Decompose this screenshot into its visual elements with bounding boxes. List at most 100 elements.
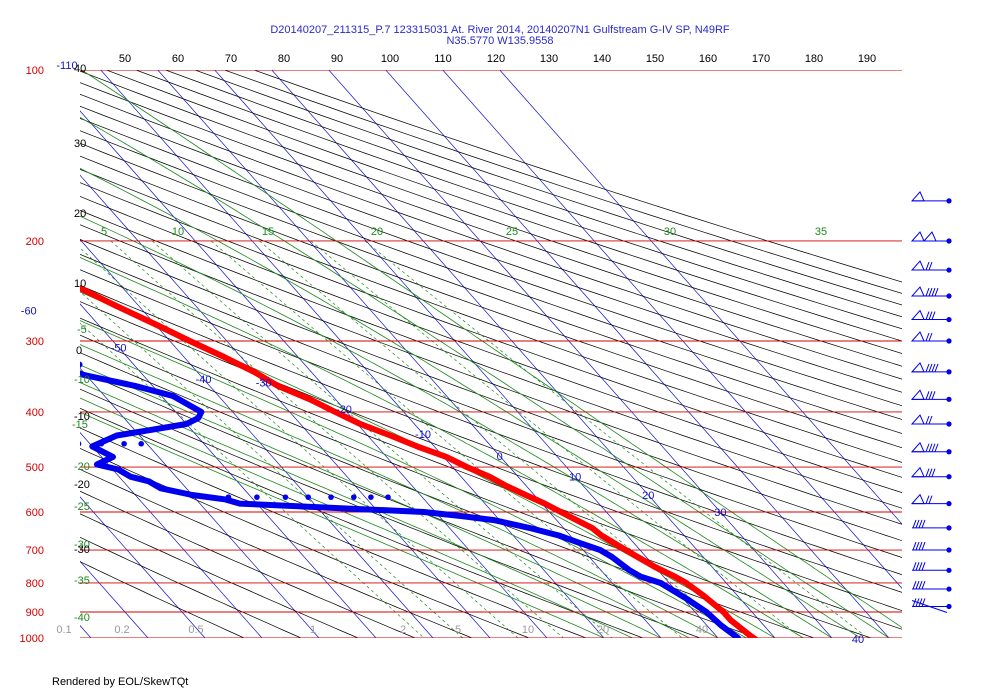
wind-barb-station xyxy=(946,293,952,299)
pressure-tick-label: 700 xyxy=(26,545,44,557)
wind-barb-station xyxy=(946,603,952,610)
wind-barb-pennant xyxy=(910,286,925,297)
wind-barb-station xyxy=(946,338,952,344)
dewpoint-point xyxy=(368,494,374,500)
isotherm-label: -30 xyxy=(256,378,272,390)
wind-barb-station xyxy=(946,267,952,273)
dry-adiabat xyxy=(80,196,902,494)
wind-barb-feather xyxy=(925,495,930,504)
wind-barb-feather xyxy=(915,580,920,590)
wind-barb-staff xyxy=(911,599,948,613)
wind-barb-feather xyxy=(931,443,936,452)
grid-layer xyxy=(80,70,902,638)
wind-barb-station xyxy=(946,547,952,553)
dewpoint-point xyxy=(7,441,13,447)
dewpoint-point xyxy=(30,441,36,447)
mixing-ratio-line xyxy=(364,240,869,638)
moist-adiabat-label: 30 xyxy=(664,226,676,238)
dry-adiabat xyxy=(80,427,587,638)
wind-barb-feather xyxy=(918,541,923,551)
temperature-point xyxy=(2,191,8,197)
wind-barb-station xyxy=(946,567,952,573)
wind-barb-feather xyxy=(934,443,939,452)
moist-adiabat xyxy=(80,364,690,638)
wind-barb xyxy=(910,414,952,427)
pressure-tick-label: 300 xyxy=(26,336,44,348)
pressure-tick-label: 800 xyxy=(26,578,44,590)
dry-adiabat xyxy=(80,142,902,434)
wind-barb-feather xyxy=(915,562,920,571)
wind-barb-feather xyxy=(918,562,923,571)
mixing-ratio-line xyxy=(80,322,425,638)
wind-barb-feather xyxy=(921,580,926,590)
left-edge-label: -10 xyxy=(74,374,90,386)
dry-adiabat xyxy=(80,117,902,407)
dry-adiabat xyxy=(80,370,758,638)
top-axis-tick-label: 90 xyxy=(331,53,343,65)
wind-barb-feather xyxy=(928,261,933,271)
isotherm-label: -50 xyxy=(111,342,127,354)
isotherm-label: 30 xyxy=(714,507,726,519)
wind-barb xyxy=(910,331,952,344)
left-edge-label: -10 xyxy=(74,411,90,423)
wind-barb-feather xyxy=(925,261,930,271)
wind-barbs-layer xyxy=(910,190,952,613)
top-axis-tick-label: 100 xyxy=(381,53,399,65)
wind-barb xyxy=(910,493,952,507)
top-axis-tick-label: 80 xyxy=(278,53,290,65)
wind-barb xyxy=(912,562,952,573)
mixing-ratio-label: 40 xyxy=(696,624,708,636)
wind-barb-feather xyxy=(931,363,936,373)
wind-barb-feather xyxy=(928,468,933,477)
wind-barb-station xyxy=(946,316,952,323)
wind-barb-feather xyxy=(934,287,939,297)
wind-barb-station xyxy=(946,421,952,427)
wind-barb-station xyxy=(946,501,952,507)
top-axis-tick-label: 160 xyxy=(699,53,717,65)
dry-adiabat xyxy=(80,301,902,611)
left-edge-label: -15 xyxy=(72,419,88,431)
dry-adiabat xyxy=(80,536,302,638)
wind-barb-station xyxy=(946,525,952,531)
dry-adiabat xyxy=(80,513,359,638)
wind-barb-feather xyxy=(921,562,926,571)
left-edge-label: -30 xyxy=(74,544,90,556)
wind-barb xyxy=(912,580,952,592)
dry-adiabat xyxy=(135,70,902,330)
wind-barb-feather xyxy=(921,541,926,551)
wind-barb xyxy=(910,190,952,204)
moist-adiabat xyxy=(80,257,804,638)
wind-barb-feather xyxy=(912,580,917,590)
isotherm-label: -10 xyxy=(415,429,431,441)
isotherm-line xyxy=(385,70,890,638)
chart-title: D20140207_211315_P.7 123315031 At. River… xyxy=(270,24,730,36)
wind-barb xyxy=(910,361,952,375)
wind-barb-feather xyxy=(931,311,936,320)
left-edge-label: -30 xyxy=(74,539,90,551)
dry-adiabat xyxy=(80,82,902,367)
temperature-trace xyxy=(80,284,759,638)
mixing-ratio-label: 20 xyxy=(597,624,609,636)
moist-adiabat-label: 20 xyxy=(371,226,383,238)
isotherm-line xyxy=(80,110,548,638)
wind-barb-feather xyxy=(925,415,930,425)
wind-barb xyxy=(910,260,952,273)
moist-adiabat xyxy=(80,397,633,638)
moist-adiabat-label: 15 xyxy=(262,226,274,238)
isotherm-line xyxy=(271,70,776,638)
moist-adiabat-label: 35 xyxy=(815,226,827,238)
wind-barb-pennant xyxy=(910,466,925,478)
dewpoint-point xyxy=(80,441,82,447)
mixing-ratio-label: 0.1 xyxy=(56,624,71,636)
dewpoint-point xyxy=(121,440,127,447)
wind-barb-pennant xyxy=(910,190,925,202)
wind-barb-feather xyxy=(912,562,917,571)
wind-barb-feather xyxy=(912,598,917,607)
left-edge-label: 30 xyxy=(74,138,86,150)
wind-barb-pennant xyxy=(910,389,925,400)
moist-adiabat xyxy=(80,116,890,638)
top-axis-tick-label: 60 xyxy=(172,53,184,65)
dewpoint-point xyxy=(385,494,391,500)
moist-adiabat xyxy=(80,344,719,638)
